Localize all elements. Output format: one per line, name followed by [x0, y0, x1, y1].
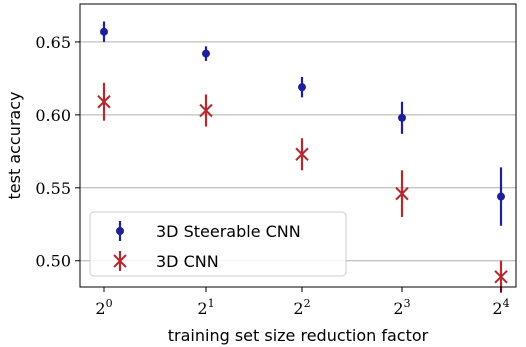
x-axis: 20 21 22 23 24 — [95, 287, 510, 318]
x-tick-base: 2 — [393, 299, 403, 318]
x-tick-base: 2 — [293, 299, 303, 318]
plot-frame — [79, 3, 517, 288]
data-point — [497, 192, 505, 201]
data-point — [398, 113, 406, 122]
x-tick-label: 22 — [293, 297, 310, 318]
data-point — [199, 103, 213, 118]
data-point — [202, 49, 210, 58]
x-tick-base: 2 — [492, 299, 502, 318]
x-axis-label: training set size reduction factor — [168, 326, 429, 345]
y-axis-label: test accuracy — [5, 92, 24, 200]
x-tick-exponent: 4 — [503, 297, 510, 310]
x-tick-exponent: 0 — [106, 297, 113, 310]
data-point — [395, 186, 409, 201]
y-tick-label: 0.50 — [35, 252, 71, 271]
legend-box — [89, 211, 347, 277]
y-axis: 0.50 0.55 0.60 0.65 — [35, 33, 80, 271]
x-tick-base: 2 — [95, 299, 105, 318]
data-point — [113, 254, 127, 268]
x-tick-base: 2 — [197, 299, 207, 318]
x-tick-exponent: 3 — [404, 297, 411, 310]
y-tick-label: 0.60 — [35, 106, 71, 125]
data-point — [295, 147, 309, 161]
legend: 3D Steerable CNN 3D CNN — [89, 211, 347, 277]
data-point — [97, 95, 111, 109]
data-point — [494, 270, 508, 284]
data-point — [100, 27, 108, 36]
x-tick-exponent: 2 — [304, 297, 311, 310]
x-tick-label: 24 — [492, 297, 509, 318]
data-point — [298, 83, 306, 92]
y-tick-label: 0.65 — [35, 33, 71, 52]
x-tick-exponent: 1 — [208, 297, 215, 310]
legend-label: 3D Steerable CNN — [156, 222, 301, 241]
data-point — [116, 227, 124, 235]
y-tick-label: 0.55 — [35, 179, 71, 198]
x-tick-label: 20 — [95, 297, 112, 318]
x-tick-label: 23 — [393, 297, 410, 318]
legend-label: 3D CNN — [156, 252, 219, 271]
x-tick-label: 21 — [197, 297, 214, 318]
series-steerable — [100, 21, 505, 226]
